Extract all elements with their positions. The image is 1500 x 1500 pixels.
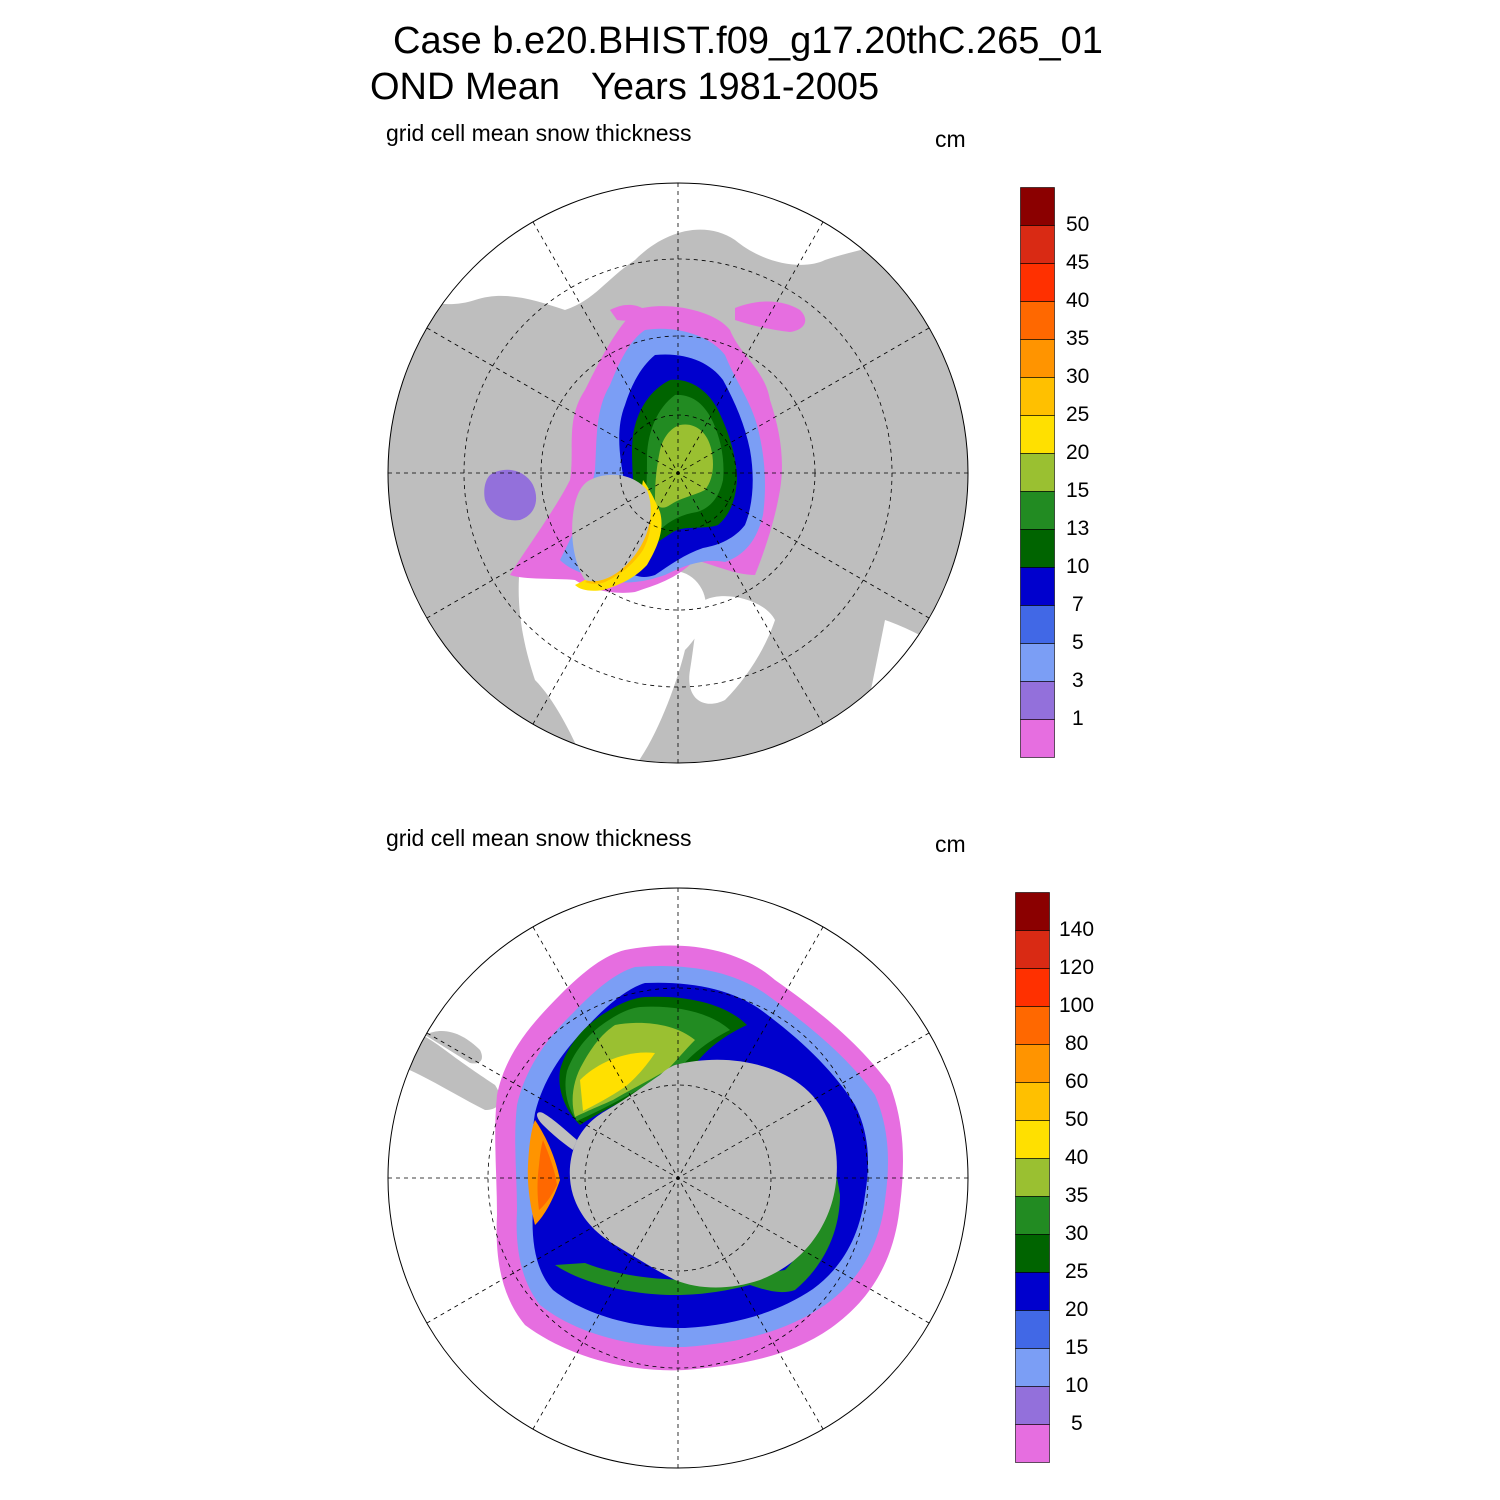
north-level-label: 7 [1072, 593, 1084, 616]
south-colorbar-swatches [1015, 892, 1050, 1463]
north-swatch-8 [1020, 453, 1055, 492]
south-swatch-6 [1015, 1234, 1050, 1273]
north-swatch-9 [1020, 415, 1055, 454]
south-swatch-7 [1015, 1196, 1050, 1235]
north-snow-band-15-20 [655, 424, 713, 508]
north-level-label: 45 [1066, 251, 1090, 274]
north-level-label: 30 [1066, 365, 1090, 388]
north-colorbar-swatches [1020, 187, 1055, 758]
south-bellingshausen-band-80-100 [537, 1140, 557, 1210]
north-swatch-2 [1020, 681, 1055, 720]
south-swatch-1 [1015, 1424, 1050, 1463]
north-bering-snow [610, 304, 647, 321]
north-swatch-1 [1020, 719, 1055, 758]
antarctic-peninsula [537, 1112, 577, 1150]
north-polar-map [387, 182, 969, 764]
south-level-label: 15 [1065, 1336, 1089, 1359]
south-lat-80 [584, 1084, 772, 1272]
south-level-label: 120 [1059, 956, 1095, 979]
north-swatch-6 [1020, 529, 1055, 568]
south-swatch-4 [1015, 1310, 1050, 1349]
south-swatch-11 [1015, 1044, 1050, 1083]
south-swatch-12 [1015, 1006, 1050, 1045]
north-swatch-3 [1020, 643, 1055, 682]
north-swatch-11 [1020, 339, 1055, 378]
south-level-label: 30 [1065, 1222, 1089, 1245]
north-level-label: 50 [1066, 213, 1090, 236]
north-swatch-13 [1020, 263, 1055, 302]
period-title: OND Mean Years 1981-2005 [370, 66, 880, 108]
south-swatch-9 [1015, 1120, 1050, 1159]
north-variable-label: grid cell mean snow thickness [386, 120, 692, 146]
north-level-label: 10 [1066, 555, 1090, 578]
south-swatch-13 [1015, 968, 1050, 1007]
north-graticule [388, 183, 968, 763]
south-variable-label: grid cell mean snow thickness [386, 825, 692, 851]
south-level-label: 35 [1065, 1184, 1089, 1207]
south-polar-map [387, 887, 969, 1469]
north-swatch-12 [1020, 301, 1055, 340]
north-units-label: cm [935, 126, 966, 152]
south-america-land [425, 1030, 482, 1064]
south-level-label: 100 [1059, 994, 1095, 1017]
south-level-label: 50 [1065, 1108, 1089, 1131]
north-level-label: 3 [1072, 669, 1084, 692]
south-swatch-3 [1015, 1348, 1050, 1387]
north-level-label: 20 [1066, 441, 1090, 464]
south-weddell-band-40-50 [580, 1052, 655, 1111]
north-level-label: 35 [1066, 327, 1090, 350]
south-level-label: 25 [1065, 1260, 1089, 1283]
north-level-label: 13 [1066, 517, 1090, 540]
north-swatch-5 [1020, 567, 1055, 606]
north-level-label: 40 [1066, 289, 1090, 312]
south-swatch-14 [1015, 930, 1050, 969]
south-meridian-120 [426, 1032, 930, 1324]
south-level-label: 80 [1065, 1032, 1089, 1055]
south-ross-amundsen-band-30-35 [555, 1105, 840, 1295]
south-swatch-10 [1015, 1082, 1050, 1121]
south-level-label: 40 [1065, 1146, 1089, 1169]
north-okhotsk-snow [735, 301, 806, 332]
north-atlantic-ocean [518, 559, 706, 763]
south-level-label: 60 [1065, 1070, 1089, 1093]
north-hudson-bay [484, 469, 537, 521]
north-norwegian-sea [689, 596, 775, 704]
north-level-label: 15 [1066, 479, 1090, 502]
north-swatch-10 [1020, 377, 1055, 416]
north-swatch-7 [1020, 491, 1055, 530]
south-swatch-5 [1015, 1272, 1050, 1311]
south-level-label: 10 [1065, 1374, 1089, 1397]
north-swatch-4 [1020, 605, 1055, 644]
north-level-label: 25 [1066, 403, 1090, 426]
south-level-label: 5 [1071, 1412, 1083, 1435]
south-level-label: 20 [1065, 1298, 1089, 1321]
north-swatch-15 [1020, 187, 1055, 226]
antarctica [569, 1059, 837, 1288]
north-level-label: 1 [1072, 707, 1084, 730]
north-meridian-120 [426, 327, 930, 619]
south-level-label: 140 [1059, 918, 1095, 941]
south-units-label: cm [935, 831, 966, 857]
south-swatch-15 [1015, 892, 1050, 931]
north-level-label: 5 [1072, 631, 1084, 654]
south-swatch-2 [1015, 1386, 1050, 1425]
south-swatch-8 [1015, 1158, 1050, 1197]
case-title: Case b.e20.BHIST.f09_g17.20thC.265_01 [393, 20, 1103, 62]
south-graticule [388, 888, 968, 1468]
north-swatch-14 [1020, 225, 1055, 264]
